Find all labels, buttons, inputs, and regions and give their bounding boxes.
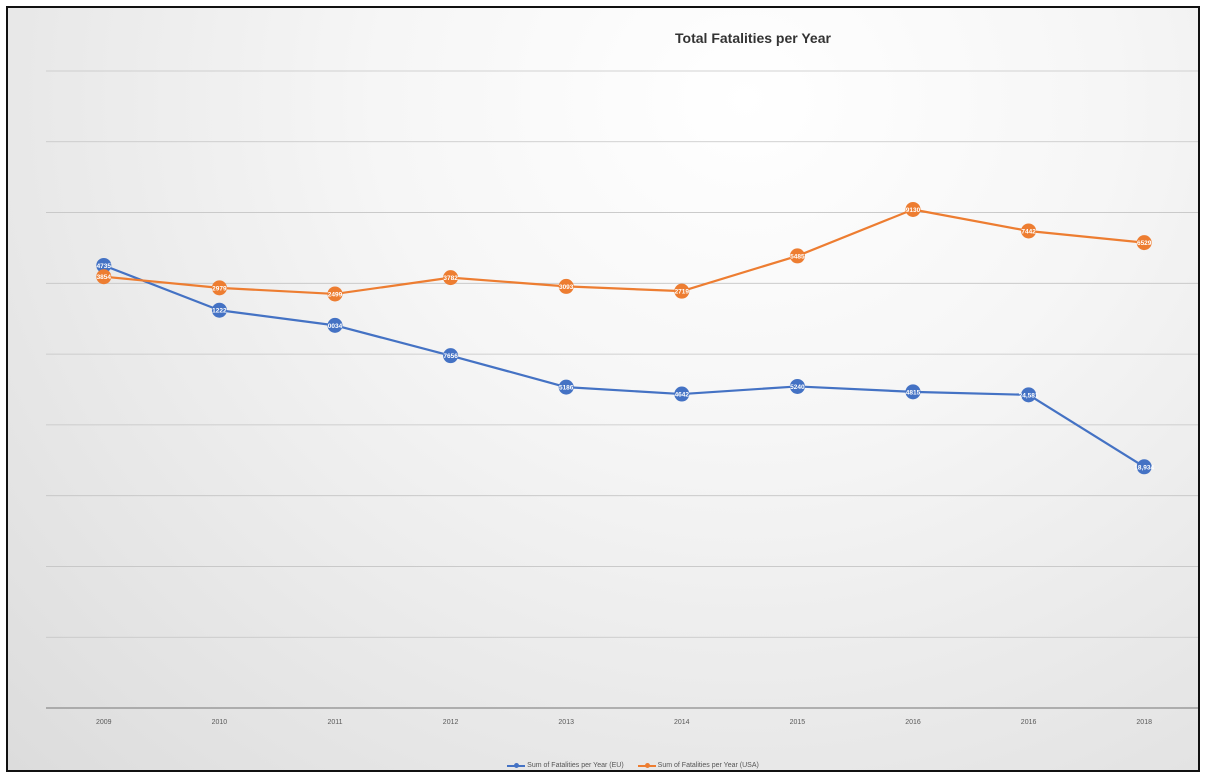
series-line-0 [102,264,1146,468]
data-label: 4642 [675,392,690,399]
data-label: 5186 [559,385,574,392]
x-tick-label: 2009 [96,719,112,726]
legend-label-usa: Sum of Fatalities per Year (USA) [657,762,759,769]
data-point [443,348,459,364]
legend-swatch-eu [507,763,526,768]
data-label: 3854 [97,274,112,281]
data-point [1021,387,1037,403]
chart-title: Total Fatalities per Year [675,30,831,46]
data-point [1136,459,1152,475]
data-label: 4815 [906,389,921,396]
data-point [789,248,805,264]
x-tick-label: 2010 [212,719,228,726]
data-label: 2979 [212,285,227,292]
data-label: 24,581 [1019,392,1039,399]
data-point [905,384,921,400]
x-tick-label: 2011 [327,719,342,726]
data-label: 5240 [790,384,805,391]
data-label: 1222 [212,308,227,315]
data-point [1021,223,1037,239]
x-tick-label: 2016 [905,719,921,726]
data-label: 18,934 [1134,464,1154,471]
data-point [211,302,227,318]
x-tick-label: 2013 [558,719,574,726]
data-point [905,201,921,217]
data-label: 3782 [443,275,458,282]
data-label: 3093 [559,284,574,291]
x-tick-label: 2012 [443,719,459,726]
data-label: 7442 [1021,228,1036,235]
x-tick-label: 2015 [790,719,806,726]
data-label: 5485 [790,253,805,260]
data-point [211,280,227,296]
data-label: 4735 [97,263,112,270]
data-point [1136,235,1152,251]
data-point [674,386,690,402]
data-point [789,378,805,394]
data-point [96,257,112,273]
chart-legend: Sum of Fatalities per Year (EU) Sum of F… [8,762,1198,769]
data-point [327,317,343,333]
chart-frame: Total Fatalities per Year 2009 2010 2011 20… [6,6,1200,772]
data-point [558,278,574,294]
data-label: 2499 [328,291,343,298]
data-label: 6529 [1137,240,1152,247]
x-tick-label: 2016 [1021,719,1037,726]
data-point [674,283,690,299]
series-line-1 [102,208,1146,296]
data-point [443,270,459,286]
data-point [96,269,112,285]
legend-item-usa: Sum of Fatalities per Year (USA) [637,762,759,769]
data-point [558,379,574,395]
line-chart: 2009 2010 2011 2012 2013 2014 2015 2016 2016 2018… [46,70,1198,726]
data-label: 7656 [443,353,458,360]
data-label: 2719 [675,289,690,296]
x-tick-label: 2014 [674,719,690,726]
data-label: 9130 [906,207,921,214]
legend-item-eu: Sum of Fatalities per Year (EU) [507,762,624,769]
data-label: 0034 [328,323,343,330]
data-point [327,286,343,302]
x-tick-label: 2018 [1136,719,1152,726]
legend-label-eu: Sum of Fatalities per Year (EU) [527,762,624,769]
legend-swatch-usa [637,763,656,768]
